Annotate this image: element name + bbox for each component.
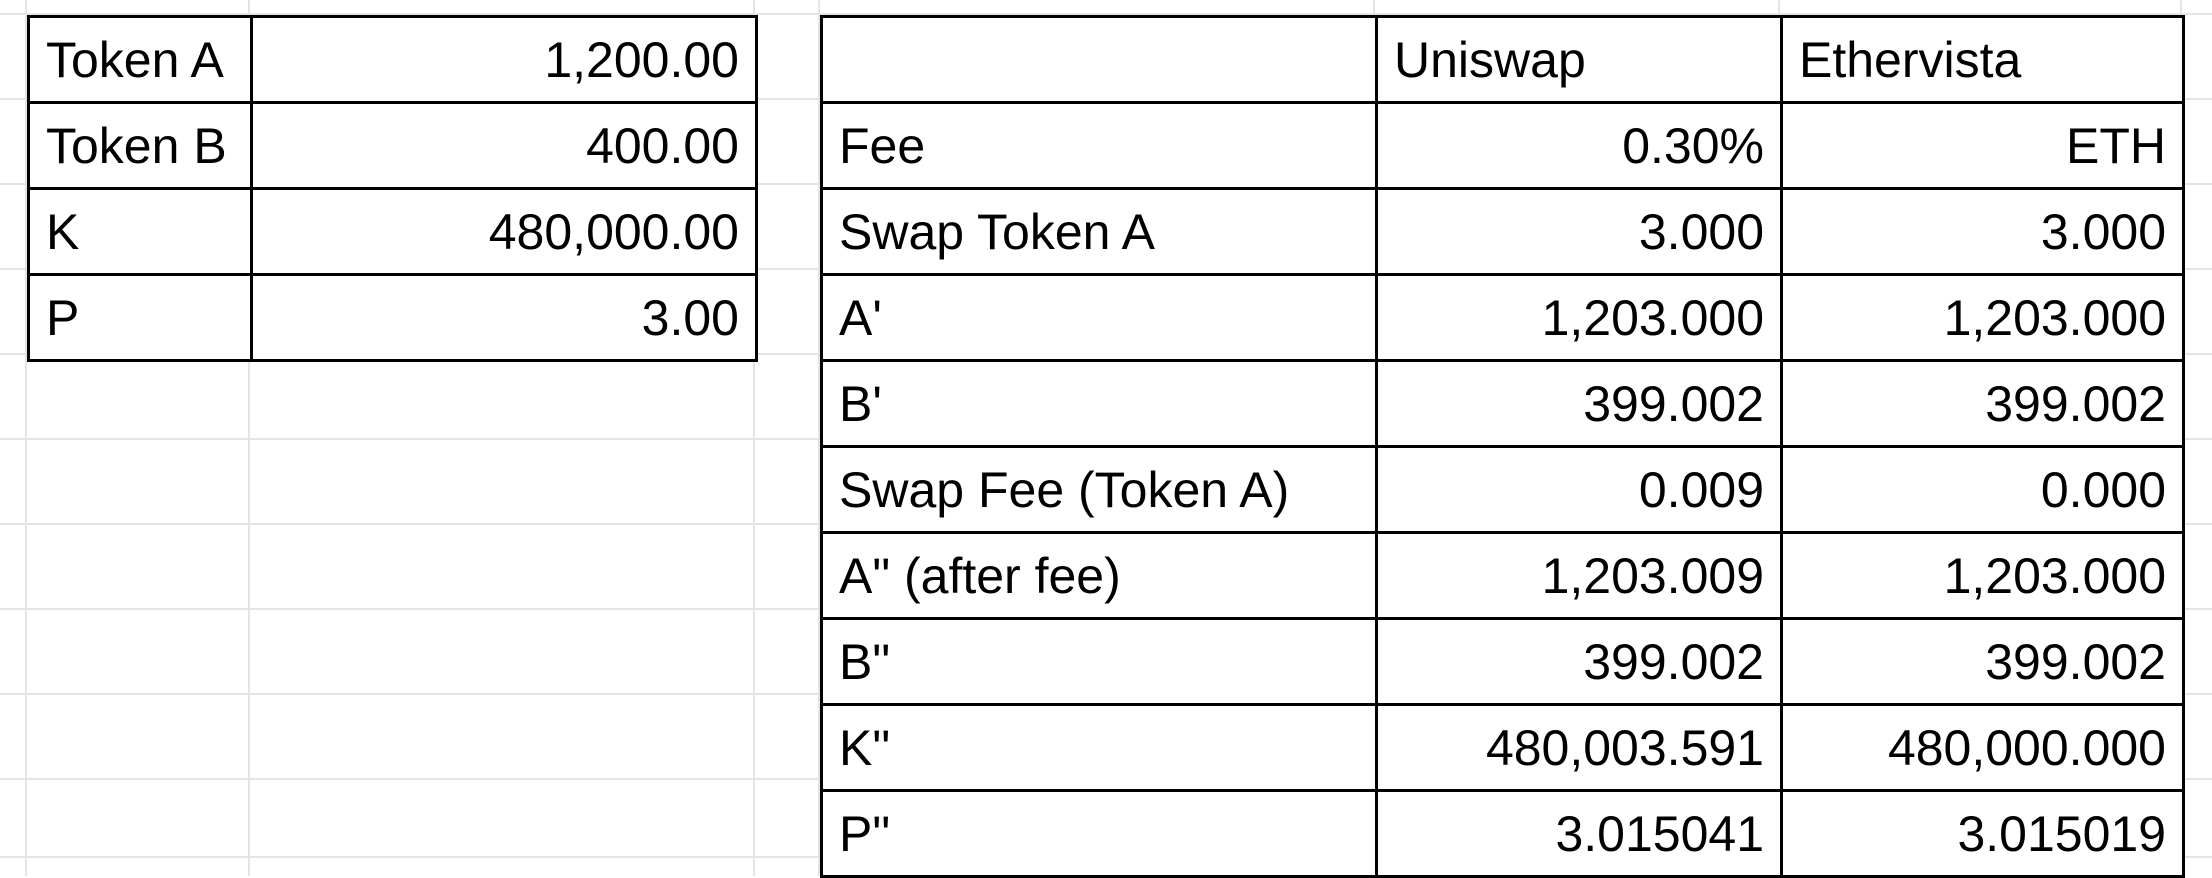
swap-comparison-table[interactable]: Uniswap Ethervista Fee 0.30% ETH Swap To… — [820, 15, 2185, 878]
cell-token-a-value[interactable]: 1,200.00 — [250, 15, 758, 104]
table-row[interactable]: B" 399.002 399.002 — [820, 617, 2185, 706]
cell-a-prime-ethervista[interactable]: 1,203.000 — [1780, 273, 2185, 362]
cell-b-double-prime-uniswap[interactable]: 399.002 — [1375, 617, 1783, 706]
cell-p-double-prime-label[interactable]: P" — [820, 789, 1378, 878]
cell-token-a-label[interactable]: Token A — [27, 15, 253, 104]
cell-swap-token-a-label[interactable]: Swap Token A — [820, 187, 1378, 276]
cell-swap-token-a-ethervista[interactable]: 3.000 — [1780, 187, 2185, 276]
table-row[interactable]: P" 3.015041 3.015019 — [820, 789, 2185, 878]
gridline-row — [0, 13, 2212, 15]
cell-fee-uniswap[interactable]: 0.30% — [1375, 101, 1783, 190]
table-row[interactable]: A' 1,203.000 1,203.000 — [820, 273, 2185, 362]
cell-p-value[interactable]: 3.00 — [250, 273, 758, 362]
cell-swap-fee-uniswap[interactable]: 0.009 — [1375, 445, 1783, 534]
cell-p-label[interactable]: P — [27, 273, 253, 362]
cell-p-double-prime-ethervista[interactable]: 3.015019 — [1780, 789, 2185, 878]
cell-b-prime-ethervista[interactable]: 399.002 — [1780, 359, 2185, 448]
gridline-col — [25, 0, 27, 876]
cell-a-double-prime-ethervista[interactable]: 1,203.000 — [1780, 531, 2185, 620]
cell-a-double-prime-label[interactable]: A" (after fee) — [820, 531, 1378, 620]
gridline-col — [753, 0, 755, 876]
table-row[interactable]: B' 399.002 399.002 — [820, 359, 2185, 448]
table-row[interactable]: A" (after fee) 1,203.009 1,203.000 — [820, 531, 2185, 620]
cell-k-label[interactable]: K — [27, 187, 253, 276]
cell-token-b-value[interactable]: 400.00 — [250, 101, 758, 190]
table-row[interactable]: Fee 0.30% ETH — [820, 101, 2185, 190]
cell-swap-token-a-uniswap[interactable]: 3.000 — [1375, 187, 1783, 276]
table-header-row[interactable]: Uniswap Ethervista — [820, 15, 2185, 104]
gridline-col — [818, 0, 820, 876]
cell-b-prime-uniswap[interactable]: 399.002 — [1375, 359, 1783, 448]
cell-token-b-label[interactable]: Token B — [27, 101, 253, 190]
cell-fee-label[interactable]: Fee — [820, 101, 1378, 190]
cell-swap-fee-ethervista[interactable]: 0.000 — [1780, 445, 2185, 534]
cell-swap-fee-label[interactable]: Swap Fee (Token A) — [820, 445, 1378, 534]
pool-parameters-table[interactable]: Token A 1,200.00 Token B 400.00 K 480,00… — [27, 15, 758, 362]
header-cell-empty[interactable] — [820, 15, 1378, 104]
table-row[interactable]: K" 480,003.591 480,000.000 — [820, 703, 2185, 792]
header-cell-ethervista[interactable]: Ethervista — [1780, 15, 2185, 104]
table-row[interactable]: Token A 1,200.00 — [27, 15, 758, 104]
table-row[interactable]: Swap Token A 3.000 3.000 — [820, 187, 2185, 276]
cell-fee-ethervista[interactable]: ETH — [1780, 101, 2185, 190]
cell-a-prime-uniswap[interactable]: 1,203.000 — [1375, 273, 1783, 362]
cell-b-double-prime-label[interactable]: B" — [820, 617, 1378, 706]
header-cell-uniswap[interactable]: Uniswap — [1375, 15, 1783, 104]
cell-b-prime-label[interactable]: B' — [820, 359, 1378, 448]
table-row[interactable]: K 480,000.00 — [27, 187, 758, 276]
cell-k-double-prime-ethervista[interactable]: 480,000.000 — [1780, 703, 2185, 792]
cell-k-value[interactable]: 480,000.00 — [250, 187, 758, 276]
cell-p-double-prime-uniswap[interactable]: 3.015041 — [1375, 789, 1783, 878]
cell-k-double-prime-label[interactable]: K" — [820, 703, 1378, 792]
table-row[interactable]: Token B 400.00 — [27, 101, 758, 190]
cell-a-double-prime-uniswap[interactable]: 1,203.009 — [1375, 531, 1783, 620]
table-row[interactable]: Swap Fee (Token A) 0.009 0.000 — [820, 445, 2185, 534]
cell-b-double-prime-ethervista[interactable]: 399.002 — [1780, 617, 2185, 706]
cell-k-double-prime-uniswap[interactable]: 480,003.591 — [1375, 703, 1783, 792]
table-row[interactable]: P 3.00 — [27, 273, 758, 362]
gridline-col — [248, 0, 250, 876]
cell-a-prime-label[interactable]: A' — [820, 273, 1378, 362]
